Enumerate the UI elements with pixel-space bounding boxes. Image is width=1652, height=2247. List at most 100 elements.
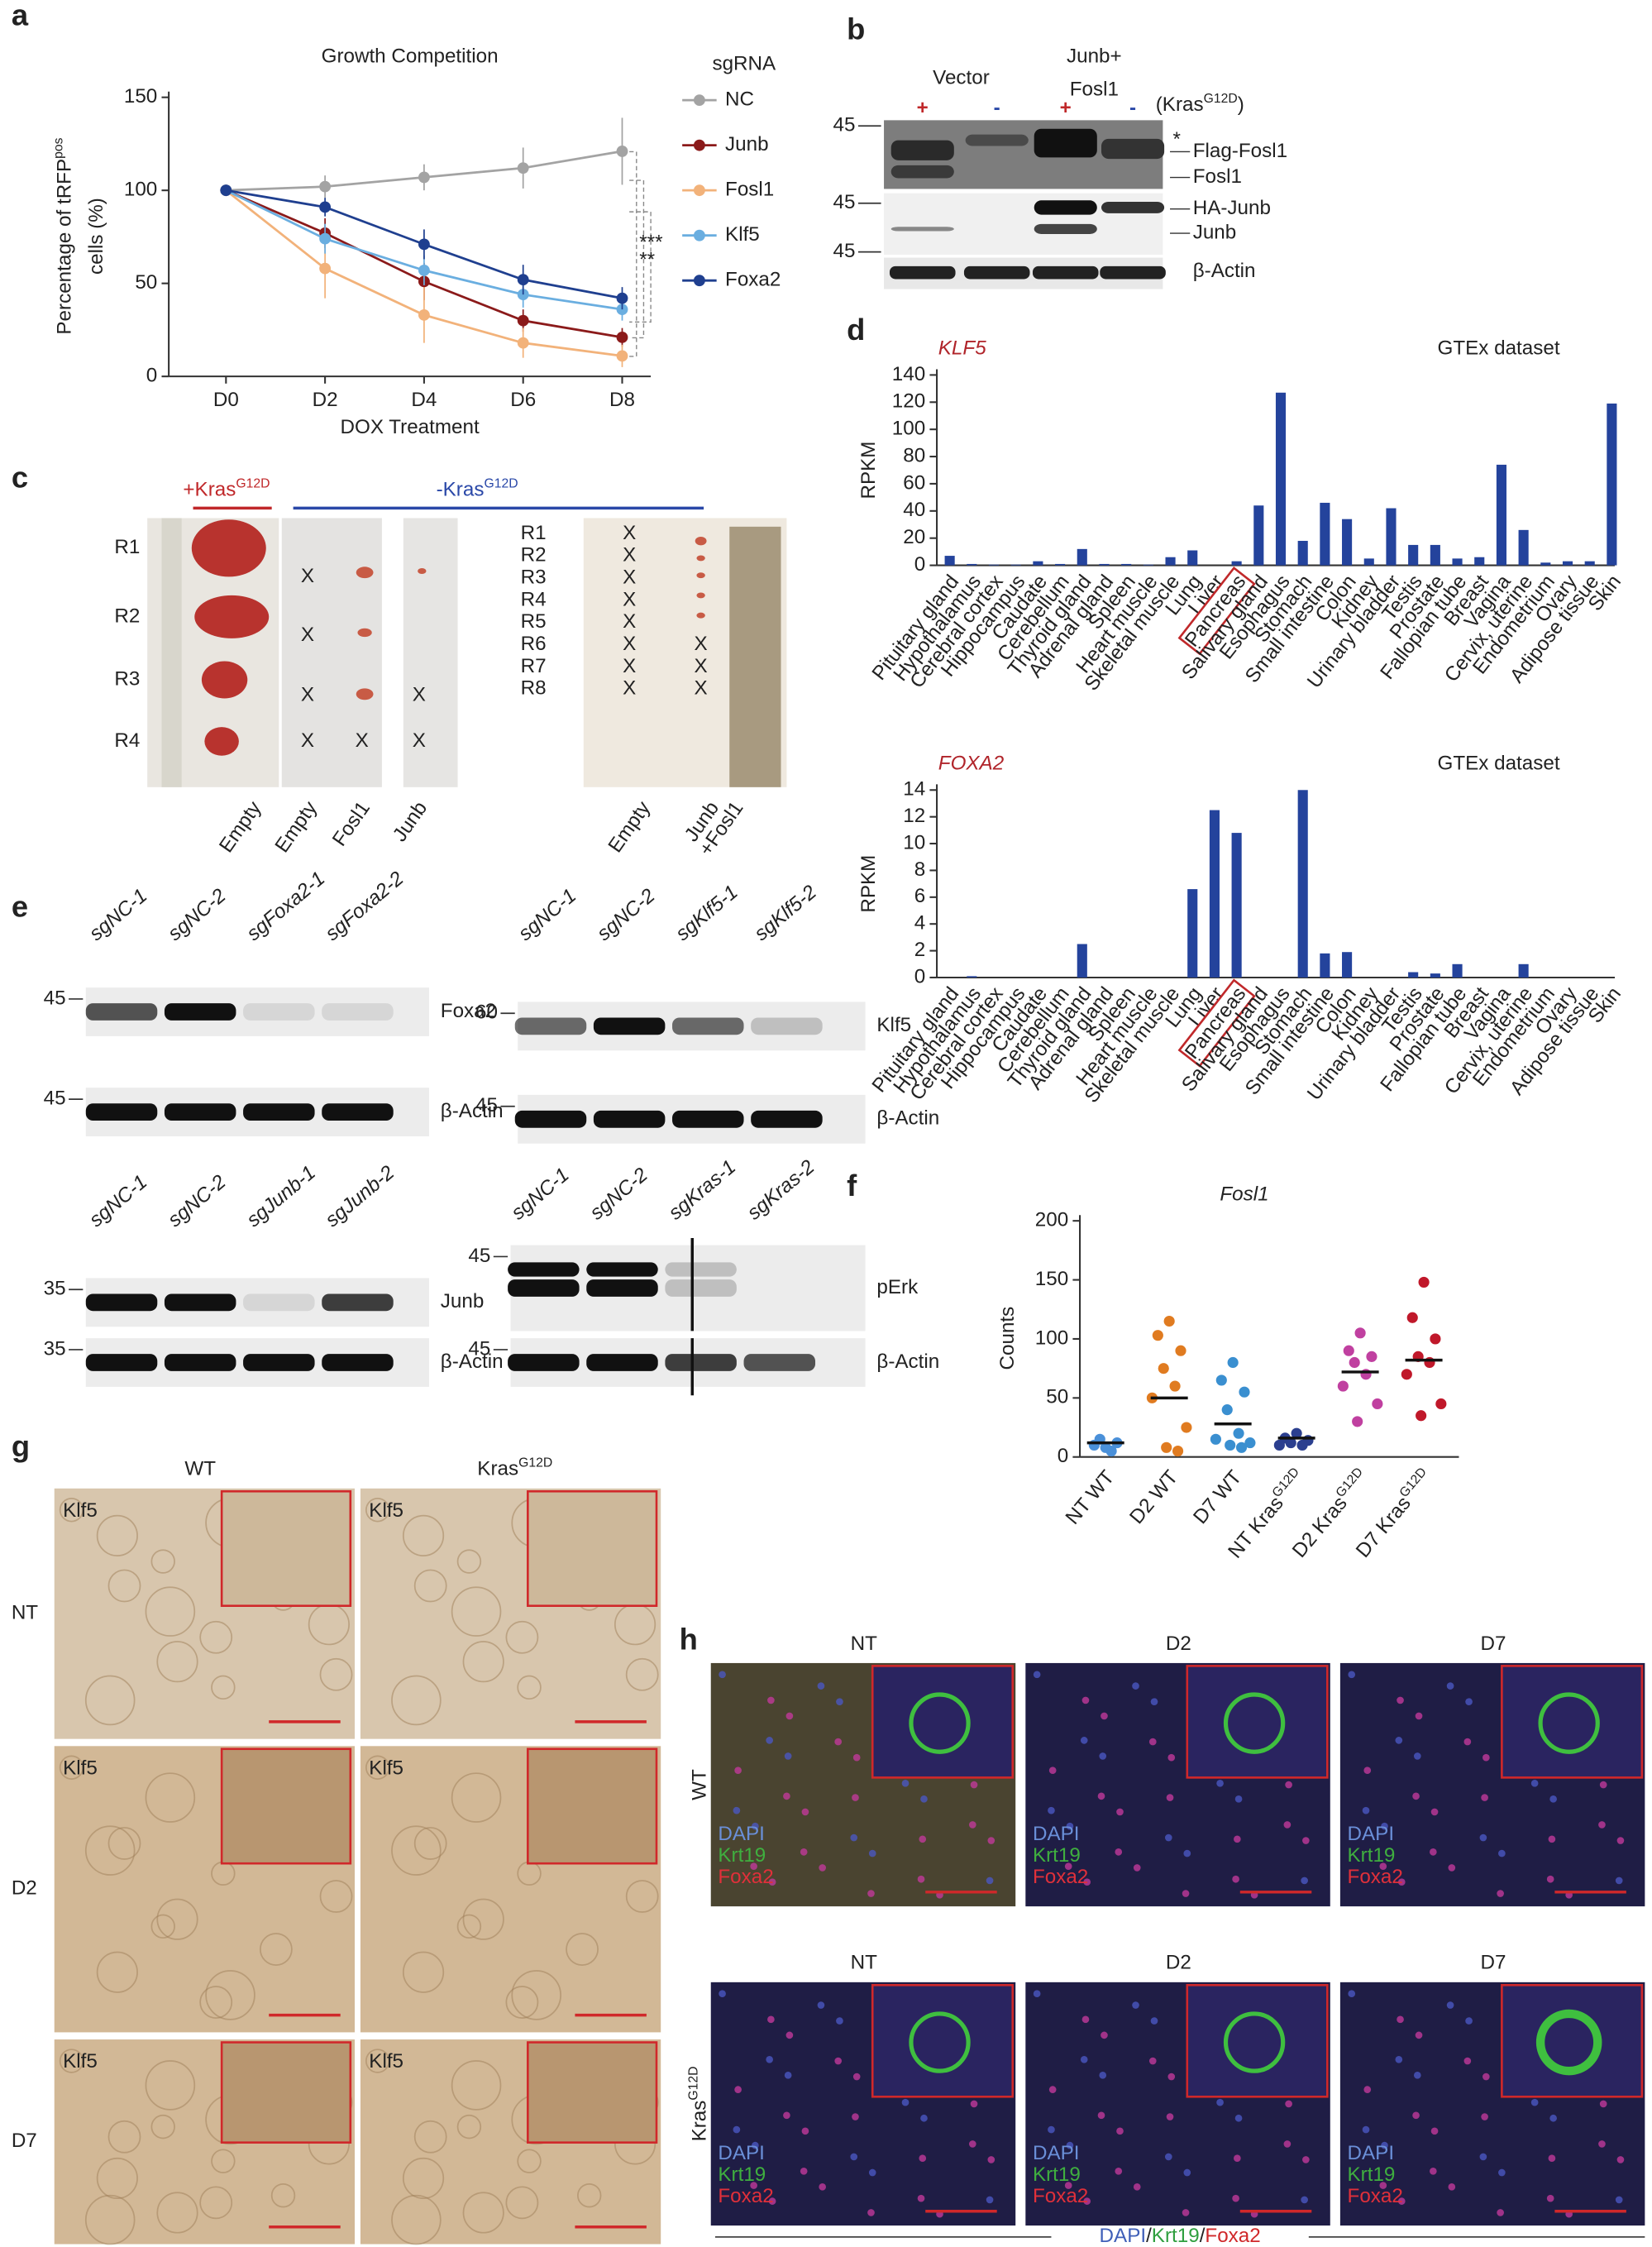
nucleus [1463, 1738, 1472, 1746]
nucleus [752, 2141, 759, 2149]
nucleus [834, 1738, 843, 1746]
nucleus [919, 2154, 927, 2163]
stain-label: Klf5 [63, 2050, 98, 2072]
row-label: R3 [521, 567, 547, 589]
text-part: D2 Kras [1288, 1493, 1352, 1562]
superscript: G12D [518, 1456, 552, 1470]
text-part: ) [1238, 93, 1244, 116]
lane-label: sgNC-2 [586, 1164, 653, 1225]
band-label: β-Actin [876, 1107, 939, 1130]
legend-label: Junb [725, 133, 769, 155]
nucleus [719, 1671, 726, 1679]
inset [527, 1489, 658, 1608]
blot-band [672, 1017, 744, 1035]
absent-mark: X [413, 683, 426, 705]
y-axis-title: RPKM [857, 855, 880, 913]
data-point [1360, 1369, 1372, 1380]
chart-title: Growth Competition [322, 45, 499, 68]
nucleus [1101, 2031, 1108, 2039]
y-tick-label: 120 [892, 390, 925, 413]
legend-label: Foxa2 [725, 269, 781, 291]
blot-band [508, 1262, 580, 1277]
data-point [1105, 1446, 1117, 1457]
band-label: Foxa2 [441, 1000, 496, 1022]
inset [527, 2041, 658, 2144]
data-point [517, 274, 529, 286]
nucleus [817, 1682, 825, 1690]
text-part: WT [689, 1769, 711, 1800]
data-point [1366, 1351, 1377, 1362]
nucleus [867, 1890, 875, 1897]
x-axis-title: DOX Treatment [340, 416, 479, 438]
row-label: R1 [521, 522, 547, 544]
nucleus [1164, 1833, 1172, 1842]
mw-marker: 45 [44, 1087, 66, 1109]
x-tick-label: D0 [213, 389, 239, 411]
blot-band [243, 1003, 315, 1021]
absent-mark: X [356, 729, 369, 752]
column-label: D7 [1481, 1952, 1506, 1974]
channel-label: Krt19 [1033, 1844, 1081, 1867]
channel-label: Krt19 [718, 1844, 766, 1867]
blot-band [508, 1354, 580, 1371]
tumor [696, 572, 705, 579]
tissue-texture [107, 2120, 141, 2154]
data-point [1225, 1439, 1236, 1451]
blot-band [665, 1262, 737, 1277]
channel-label: DAPI [1033, 1823, 1080, 1845]
row-label: R7 [521, 655, 547, 677]
nucleus [1301, 1876, 1308, 1885]
blot-band [1101, 202, 1165, 213]
absent-mark: X [623, 588, 636, 610]
column-label: NT [851, 1952, 877, 1974]
data-point [1172, 1446, 1184, 1457]
stain-label: Klf5 [369, 1499, 403, 1522]
tissue-texture [511, 1970, 561, 2020]
nucleus [901, 1779, 910, 1787]
data-point [1337, 1380, 1349, 1392]
nucleus [1066, 1822, 1074, 1830]
legend-label: NC [725, 88, 754, 111]
tissue-texture [365, 1755, 390, 1780]
nucleus [1167, 2072, 1176, 2081]
nucleus [1549, 1795, 1557, 1803]
legend-marker [693, 184, 705, 197]
bar [1010, 564, 1021, 566]
inset [220, 1747, 352, 1865]
x-tick-label: NT WT [1062, 1466, 1120, 1529]
nucleus [733, 1806, 741, 1814]
group-header: -KrasG12D [437, 476, 518, 501]
nucleus [1285, 2100, 1292, 2108]
tissue-texture [199, 1986, 233, 2019]
nucleus [1412, 2111, 1420, 2120]
mw-marker: 45 [468, 1337, 490, 1360]
nucleus [1164, 2153, 1172, 2161]
tissue-texture [413, 1827, 447, 1860]
bar [988, 564, 1000, 566]
y-tick-label: 140 [892, 363, 925, 385]
nucleus [917, 2194, 925, 2202]
bar [1165, 557, 1176, 566]
x-tick-label: D7 WT [1189, 1466, 1246, 1528]
mw-marker: 45 [833, 191, 856, 213]
data-point [616, 145, 628, 157]
tumor [695, 536, 707, 546]
data-point [220, 184, 232, 197]
nucleus [817, 2001, 825, 2009]
nucleus [1150, 2017, 1158, 2025]
row-label: R5 [521, 610, 547, 633]
tissue-texture [391, 2194, 442, 2245]
tissue-texture [107, 1569, 141, 1603]
y-tick-label: 2 [914, 939, 925, 961]
legend-label: Klf5 [725, 223, 760, 246]
tissue-texture [156, 1641, 198, 1683]
blot-band [322, 1293, 394, 1312]
data-point [616, 292, 628, 304]
data-point [1418, 1276, 1430, 1288]
row-label: WT [689, 1769, 711, 1800]
nucleus [970, 2100, 978, 2108]
data-point [1215, 1374, 1227, 1386]
inset [1186, 1984, 1329, 2098]
blot-band [508, 1279, 580, 1297]
data-point [1352, 1416, 1363, 1427]
